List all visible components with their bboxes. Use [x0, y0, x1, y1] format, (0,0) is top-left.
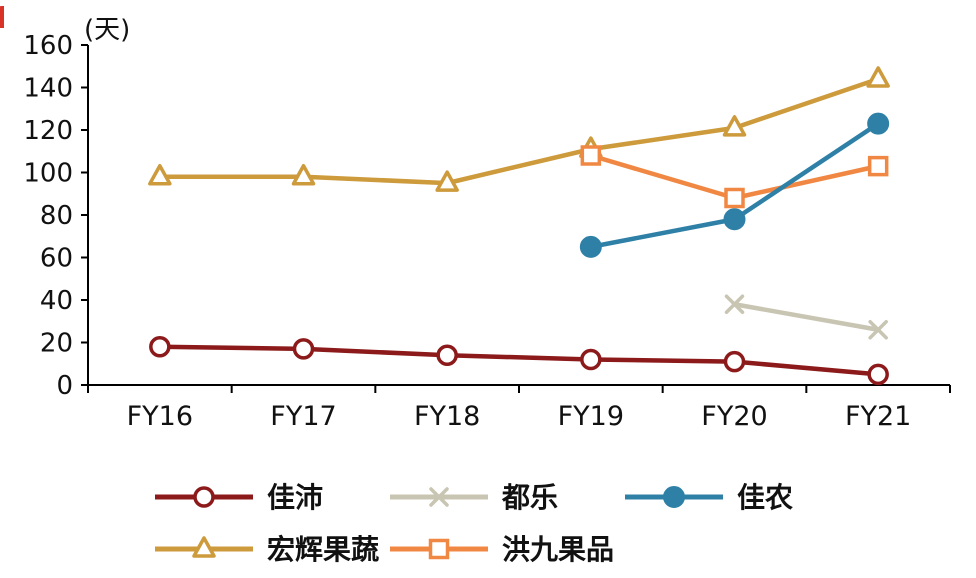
y-tick-label: 80: [40, 201, 73, 231]
marker-honghui: [722, 115, 747, 137]
x-tick-label: FY18: [414, 401, 480, 432]
x-tick-label: FY21: [845, 401, 911, 432]
marker-jianong: [867, 112, 890, 135]
x-tick-label: FY17: [270, 401, 336, 432]
marker-honghui: [148, 164, 172, 186]
y-tick-label: 120: [23, 116, 73, 146]
y-tick-label: 60: [40, 244, 73, 274]
legend-label: 佳沛: [267, 481, 323, 514]
legend-label: 都乐: [501, 481, 558, 514]
legend-item-honghui: 宏辉果蔬: [155, 533, 379, 566]
x-tick-label: FY20: [701, 401, 767, 432]
legend-item-jianong: 佳农: [625, 481, 793, 514]
marker-jiapei: [149, 336, 171, 358]
marker-dule: [868, 320, 888, 340]
marker-jiapei: [723, 350, 746, 373]
series-hongjiu: [580, 145, 889, 209]
marker-jianong: [579, 235, 602, 258]
series-dule: [724, 294, 888, 340]
marker-honghui: [435, 170, 459, 192]
marker-honghui: [866, 66, 890, 88]
series-line-jiapei: [157, 344, 881, 377]
left-edge-red-mark: [0, 6, 4, 28]
legend-item-dule: 都乐: [390, 481, 558, 514]
y-tick-label: 160: [23, 31, 73, 61]
y-tick-label: 100: [23, 159, 73, 189]
marker-jiapei: [292, 338, 315, 360]
x-tick-label: FY16: [127, 401, 193, 432]
marker-honghui: [291, 164, 316, 186]
legend-label: 宏辉果蔬: [267, 533, 379, 566]
series-jiapei: [149, 336, 889, 386]
x-tick-label: FY19: [558, 401, 624, 432]
legend-item-hongjiu: 洪九果品: [390, 533, 614, 566]
marker-hongjiu: [867, 155, 889, 177]
y-axis-unit-label: (天): [84, 15, 130, 45]
series-jianong: [579, 112, 890, 258]
legend-label: 洪九果品: [502, 533, 614, 566]
y-tick-label: 0: [56, 371, 73, 401]
series-line-honghui: [157, 76, 881, 186]
marker-hongjiu: [724, 187, 745, 209]
y-tick-label: 20: [40, 329, 73, 359]
marker-hongjiu: [580, 145, 602, 166]
series-line-dule: [732, 302, 881, 332]
marker-jiapei: [436, 344, 458, 366]
legend-label: 佳农: [737, 481, 793, 514]
marker-jianong: [723, 208, 746, 231]
marker-jiapei: [867, 363, 889, 386]
y-tick-label: 40: [40, 286, 73, 316]
marker-jiapei: [580, 348, 602, 371]
legend-item-jiapei: 佳沛: [155, 481, 323, 514]
y-tick-label: 140: [23, 74, 73, 104]
marker-dule: [724, 294, 745, 314]
series-honghui: [148, 66, 890, 192]
